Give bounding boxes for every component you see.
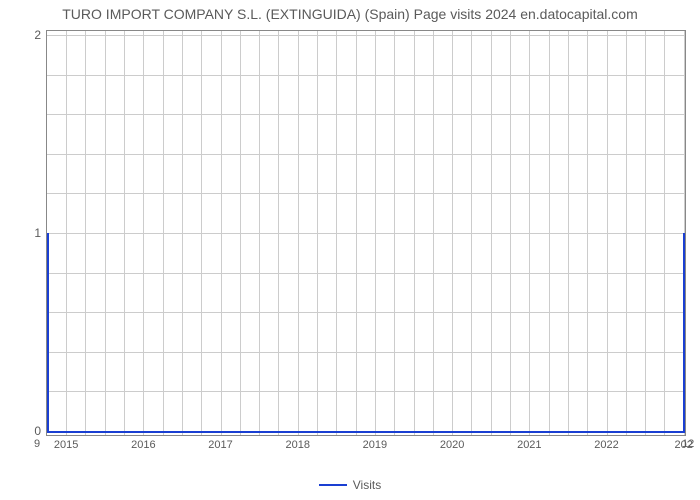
gridline-horizontal-minor (47, 312, 685, 313)
gridline-horizontal (47, 233, 685, 234)
x-tick-label: 2015 (54, 439, 78, 451)
corner-label-bottom-left: 9 (34, 438, 40, 450)
chart-title: TURO IMPORT COMPANY S.L. (EXTINGUIDA) (S… (0, 6, 700, 22)
x-tick-label: 2020 (440, 439, 464, 451)
gridline-horizontal-minor (47, 75, 685, 76)
legend: Visits (0, 478, 700, 492)
legend-label: Visits (353, 478, 381, 492)
x-tick-label: 2017 (208, 439, 232, 451)
gridline-horizontal-minor (47, 193, 685, 194)
x-tick-label: 2021 (517, 439, 541, 451)
y-tick-label: 0 (34, 424, 41, 438)
y-tick-label: 2 (34, 28, 41, 42)
gridline-horizontal-minor (47, 352, 685, 353)
x-tick-label: 2022 (594, 439, 618, 451)
gridline-horizontal (47, 35, 685, 36)
y-tick-label: 1 (34, 226, 41, 240)
gridline-horizontal-minor (47, 154, 685, 155)
plot-area: 20152016201720182019202020212022202012 (46, 30, 686, 436)
series-line-visits (47, 431, 685, 433)
x-tick-label: 2018 (285, 439, 309, 451)
gridline-horizontal-minor (47, 273, 685, 274)
gridline-horizontal-minor (47, 391, 685, 392)
series-end-left (47, 233, 49, 431)
x-tick-label: 2019 (363, 439, 387, 451)
legend-line (319, 484, 347, 486)
gridline-horizontal-minor (47, 114, 685, 115)
x-tick-label: 2016 (131, 439, 155, 451)
series-end-right (683, 233, 685, 431)
corner-label-bottom-right: 12 (682, 438, 694, 450)
